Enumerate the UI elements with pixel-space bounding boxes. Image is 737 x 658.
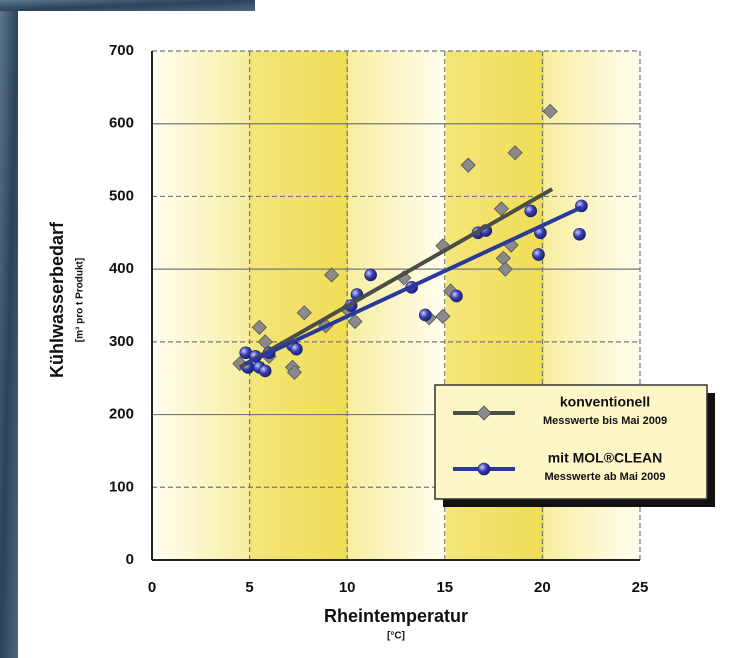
x-tick-label: 25 (632, 579, 649, 596)
x-axis-label: Rheintemperatur (324, 606, 468, 626)
data-point (450, 289, 463, 303)
y-tick-label: 600 (109, 115, 134, 132)
x-tick-label: 0 (148, 579, 156, 596)
y-tick-label: 500 (109, 187, 134, 204)
legend-note: Messwerte ab Mai 2009 (544, 471, 665, 483)
legend-note: Messwerte bis Mai 2009 (543, 415, 667, 427)
data-point (364, 268, 377, 282)
y-tick-label: 700 (109, 42, 134, 59)
y-axis-label: Kühlwasserbedarf (47, 221, 67, 378)
y-tick-label: 200 (109, 406, 134, 423)
data-point (251, 319, 267, 335)
data-point (532, 248, 545, 261)
y-tick-label: 300 (109, 333, 134, 350)
x-tick-label: 10 (339, 579, 356, 596)
data-point (347, 313, 363, 330)
data-point (542, 103, 558, 119)
data-point (507, 145, 523, 161)
data-point (435, 308, 451, 324)
data-point (290, 342, 303, 356)
data-point (324, 267, 340, 283)
data-point (524, 204, 537, 218)
data-point (497, 261, 513, 277)
data-point (296, 305, 312, 321)
x-tick-label: 15 (436, 579, 453, 596)
band (152, 51, 250, 560)
legend-label: konventionell (560, 394, 650, 410)
data-point (418, 308, 432, 322)
y-axis-unit: [m³ pro t Produkt] (75, 258, 86, 342)
trend-line (244, 205, 583, 366)
y-tick-label: 400 (109, 260, 134, 277)
x-tick-label: 20 (534, 579, 551, 596)
legend-marker (476, 405, 492, 421)
data-point (573, 227, 586, 241)
data-point (460, 157, 476, 173)
trend-line (238, 187, 554, 370)
data-point (493, 201, 509, 217)
legend-label: mit MOL®CLEAN (548, 450, 663, 466)
photo-strip (0, 0, 255, 11)
legend (434, 384, 708, 500)
legend-marker (477, 462, 491, 476)
x-tick-label: 5 (245, 579, 253, 596)
band (348, 51, 446, 560)
y-tick-label: 100 (109, 478, 134, 495)
y-tick-label: 0 (126, 551, 134, 568)
data-point (286, 364, 303, 380)
photo-strip (0, 0, 18, 658)
band (250, 51, 348, 560)
data-point (258, 364, 272, 378)
x-axis-unit: [°C] (387, 631, 405, 642)
